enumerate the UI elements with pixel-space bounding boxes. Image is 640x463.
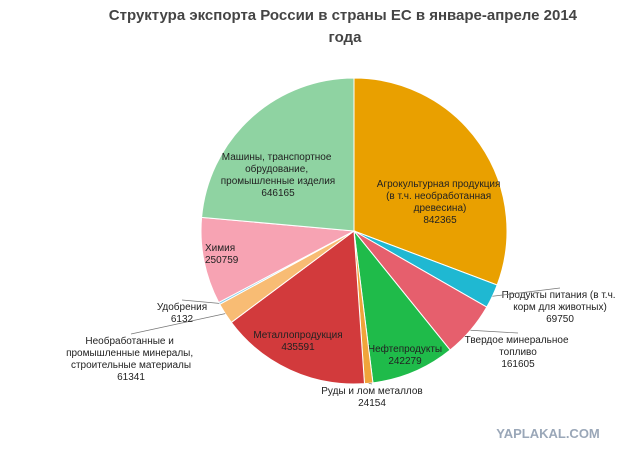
pie-slice [353,77,508,286]
value-label: 435591 [281,342,315,353]
value-label: 6132 [171,314,194,325]
slice-label: Руды и лом металлов [321,386,422,397]
pie-slice [353,229,451,384]
leader-line [492,287,561,297]
slice-label: Удобрения [157,301,207,313]
value-label: 69750 [546,314,574,325]
slice-label: Твердое минеральное топливо [465,335,572,358]
watermark: YAPLAKAL.COM [496,426,600,441]
chart-title: Структура экспорта России в страны ЕС в … [109,7,581,46]
pie-slice [201,77,355,232]
slice-label: Химия [205,243,235,254]
slice-label: Необработанные и промышленные минералы, … [66,335,196,371]
value-label: 61341 [117,372,145,383]
leader-line [130,313,226,335]
pie-slice [230,230,366,385]
leader-line [368,382,373,385]
leader-line [470,329,519,334]
slice-label: Металлопродукция [253,330,342,341]
pie-slice [200,216,356,304]
leader-line [181,299,220,304]
slice-label: Продукты питания (в т.ч. корм для животн… [502,290,619,313]
slice-label: Машины, транспортное обрудование, промыш… [221,152,335,187]
value-label: 842365 [423,215,457,226]
value-label: 242279 [388,356,422,367]
slice-label: Нефтепродукты [368,343,442,355]
value-label: 646165 [261,188,295,199]
value-label: 161605 [501,359,535,370]
value-label: 250759 [205,255,239,266]
value-label: 24154 [358,398,386,409]
slice-label: Агрокультурная продукция (в т.ч. необраб… [377,179,503,214]
